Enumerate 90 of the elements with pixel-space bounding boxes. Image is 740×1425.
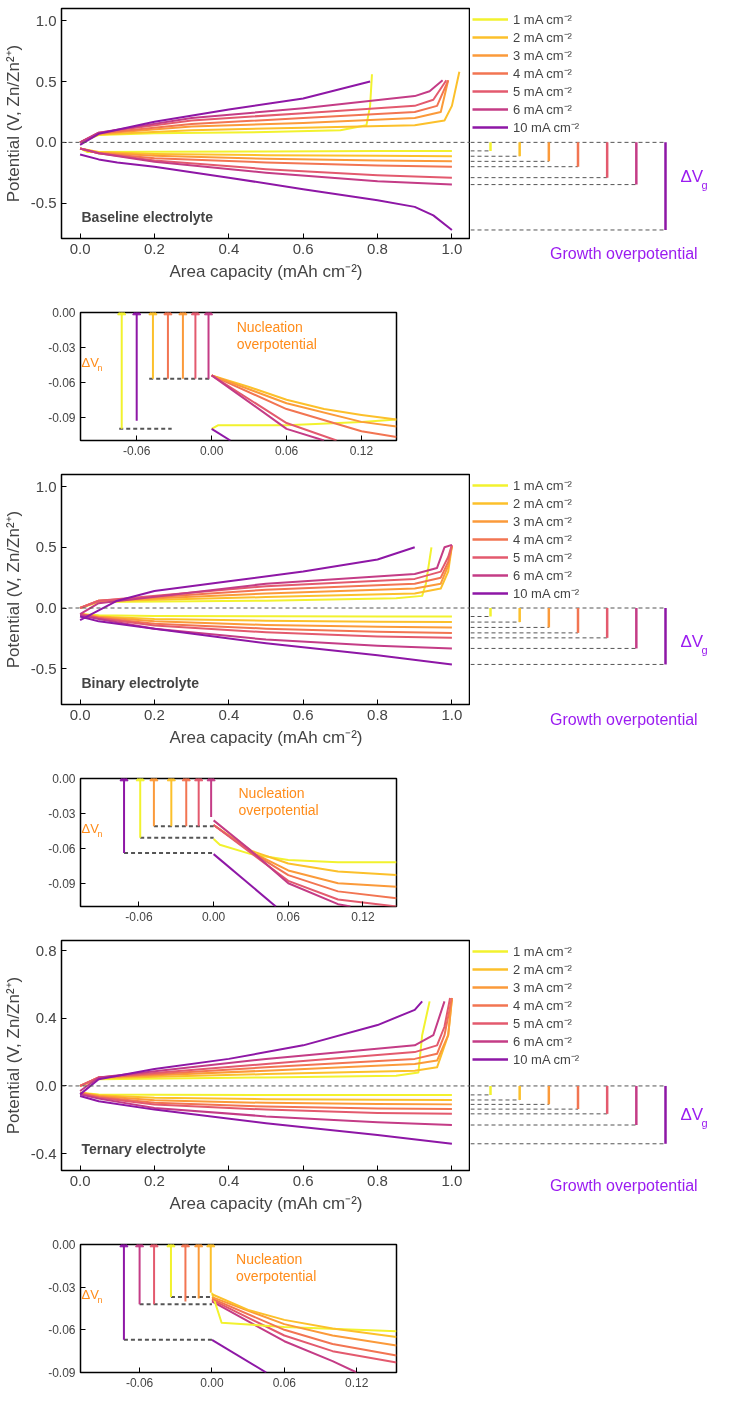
x-tick-label: 0.00 xyxy=(201,909,226,924)
y-tick-label: -0.09 xyxy=(48,876,76,891)
y-tick-label: -0.06 xyxy=(48,841,76,856)
x-tick-label: 0.0 xyxy=(69,705,91,723)
y-axis-title: Potential (V, Zn/Zn²⁺) xyxy=(3,510,23,669)
y-tick-label: 1.0 xyxy=(35,477,57,495)
x-tick-label: 0.4 xyxy=(218,1171,240,1189)
y-tick-label: 0.5 xyxy=(35,72,57,90)
x-tick-label: 0.8 xyxy=(367,705,388,723)
x-tick-label: -0.06 xyxy=(125,1375,154,1390)
x-tick-label: 1.0 xyxy=(441,705,463,723)
y-tick-label: 0.5 xyxy=(35,538,57,556)
x-axis-title: Area capacity (mAh cm⁻²) xyxy=(169,727,363,747)
annotation: Nucleation overpotential xyxy=(236,318,317,352)
legend-label: 3 mA cm⁻² xyxy=(513,47,572,64)
y-tick-label: -0.5 xyxy=(30,194,57,212)
legend-label: 5 mA cm⁻² xyxy=(513,1015,572,1032)
x-tick-label: 1.0 xyxy=(441,1171,463,1189)
x-tick-label: 0.00 xyxy=(199,443,224,458)
y-tick-label: -0.09 xyxy=(48,410,76,425)
x-tick-label: 0.4 xyxy=(218,239,240,257)
x-tick-label: 0.2 xyxy=(144,1171,165,1189)
x-tick-label: 0.6 xyxy=(292,705,314,723)
x-tick-label: 0.2 xyxy=(144,239,165,257)
y-tick-label: 0.0 xyxy=(35,133,57,151)
x-tick-label: 0.12 xyxy=(351,909,375,924)
x-tick-label: 0.2 xyxy=(144,705,165,723)
x-tick-label: 0.4 xyxy=(218,705,240,723)
text: Growth overpotential xyxy=(550,710,698,730)
legend-label: 6 mA cm⁻² xyxy=(513,567,572,584)
x-tick-label: 0.12 xyxy=(349,443,374,458)
x-tick-label: 0.8 xyxy=(367,1171,388,1189)
x-tick-label: 0.06 xyxy=(276,909,301,924)
y-tick-label: -0.5 xyxy=(30,659,57,677)
x-tick-label: 0.00 xyxy=(200,1375,224,1390)
legend-label: 10 mA cm⁻² xyxy=(513,585,580,602)
legend-label: 1 mA cm⁻² xyxy=(513,11,572,28)
legend-label: 6 mA cm⁻² xyxy=(513,1033,572,1050)
x-tick-label: 0.6 xyxy=(292,1171,314,1189)
x-tick-label: -0.06 xyxy=(125,909,153,924)
legend-label: 1 mA cm⁻² xyxy=(513,477,572,494)
y-tick-label: 0.0 xyxy=(35,599,57,617)
text: Growth overpotential xyxy=(550,244,698,264)
legend-label: 2 mA cm⁻² xyxy=(513,495,572,512)
y-tick-label: 0.4 xyxy=(35,1009,57,1027)
x-tick-label: 0.06 xyxy=(274,443,299,458)
x-tick-label: 1.0 xyxy=(441,239,463,257)
x-tick-label: 0.8 xyxy=(367,239,388,257)
y-axis-title: Potential (V, Zn/Zn²⁺) xyxy=(3,976,23,1135)
x-tick-label: 0.12 xyxy=(345,1375,369,1390)
y-tick-label: -0.06 xyxy=(48,375,76,390)
y-tick-label: 0.00 xyxy=(52,306,76,320)
y-tick-label: -0.03 xyxy=(48,340,76,355)
y-axis-title: Potential (V, Zn/Zn²⁺) xyxy=(3,44,23,203)
y-tick-label: 0.8 xyxy=(35,941,57,959)
x-tick-label: 0.6 xyxy=(292,239,314,257)
legend-label: 5 mA cm⁻² xyxy=(513,83,572,100)
y-tick-label: -0.09 xyxy=(48,1366,76,1380)
y-tick-label: 0.0 xyxy=(35,1076,57,1094)
y-tick-label: -0.06 xyxy=(48,1323,76,1338)
text: Growth overpotential xyxy=(550,1176,698,1196)
legend-label: 4 mA cm⁻² xyxy=(513,997,572,1014)
legend-label: 2 mA cm⁻² xyxy=(513,29,572,46)
annotation: Ternary electrolyte xyxy=(81,1140,206,1157)
x-axis-title: Area capacity (mAh cm⁻²) xyxy=(169,1193,363,1213)
legend-label: 3 mA cm⁻² xyxy=(513,513,572,530)
annotation: Nucleation overpotential xyxy=(238,784,319,818)
x-axis-title: Area capacity (mAh cm⁻²) xyxy=(169,261,363,281)
annotation: Baseline electrolyte xyxy=(81,208,214,225)
legend-label: 4 mA cm⁻² xyxy=(513,531,572,548)
y-tick-label: 0.00 xyxy=(52,772,76,786)
legend-label: 10 mA cm⁻² xyxy=(513,119,580,136)
legend-label: 10 mA cm⁻² xyxy=(513,1051,580,1068)
annotation: Binary electrolyte xyxy=(81,674,200,691)
y-tick-label: -0.4 xyxy=(30,1144,57,1162)
x-tick-label: 0.0 xyxy=(69,239,91,257)
legend-label: 2 mA cm⁻² xyxy=(513,961,572,978)
y-tick-label: -0.03 xyxy=(48,806,76,821)
y-tick-label: -0.03 xyxy=(48,1280,76,1295)
legend-label: 4 mA cm⁻² xyxy=(513,65,572,82)
x-tick-label: -0.06 xyxy=(123,443,151,458)
x-tick-label: 0.0 xyxy=(69,1171,91,1189)
y-tick-label: 1.0 xyxy=(35,11,57,29)
annotation: Nucleation overpotential xyxy=(236,1250,317,1284)
legend-label: 5 mA cm⁻² xyxy=(513,549,572,566)
y-tick-label: 0.00 xyxy=(52,1238,76,1252)
legend-label: 1 mA cm⁻² xyxy=(513,943,572,960)
legend-label: 6 mA cm⁻² xyxy=(513,101,572,118)
x-tick-label: 0.06 xyxy=(272,1375,297,1390)
legend-label: 3 mA cm⁻² xyxy=(513,979,572,996)
